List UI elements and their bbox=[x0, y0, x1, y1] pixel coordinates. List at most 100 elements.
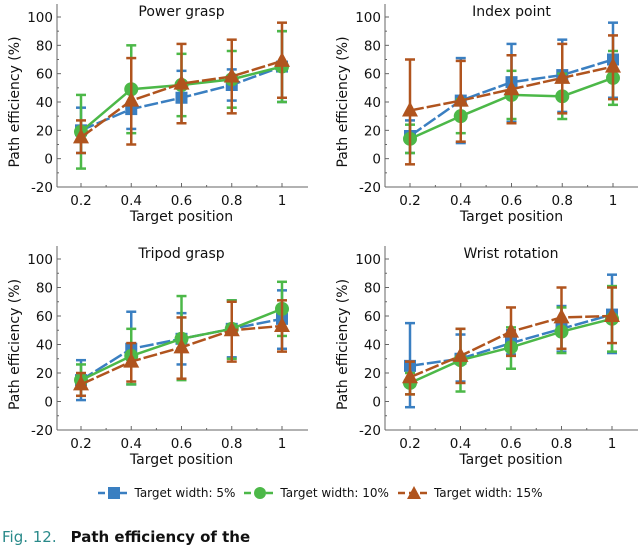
y-tick-label: 0 bbox=[44, 395, 53, 411]
data-point-triangle bbox=[554, 68, 571, 84]
legend-label: Target width: 10% bbox=[280, 486, 389, 500]
legend-item-5pct: Target width: 5% bbox=[97, 486, 235, 500]
y-tick-label: 100 bbox=[355, 252, 381, 268]
caption-text: Path efficiency of the bbox=[70, 528, 251, 546]
x-tick-label: 1 bbox=[608, 436, 617, 452]
data-point-triangle bbox=[452, 346, 469, 362]
data-point-triangle bbox=[274, 51, 290, 67]
y-tick-label: 80 bbox=[36, 281, 53, 297]
series-15pct bbox=[402, 34, 621, 166]
data-point-triangle bbox=[173, 74, 190, 90]
y-tick-label: 20 bbox=[364, 366, 381, 382]
x-tick-label: 0.2 bbox=[70, 193, 91, 209]
panel-tripod-grasp: Tripod grasp -20 0 20 40 60 80 100 0.2 0.4 0.6 0.8 1… bbox=[7, 246, 308, 468]
panel-power-grasp: Power grasp -20 0 20 40 60 80 100 0.2 0.4 0.6 0.8 1 T… bbox=[7, 4, 308, 225]
legend-item-10pct: Target width: 10% bbox=[243, 486, 389, 500]
y-tick-label: 100 bbox=[27, 252, 53, 268]
y-tick-label: 20 bbox=[36, 366, 53, 382]
y-tick-label: 60 bbox=[36, 67, 53, 83]
y-tick-label: 0 bbox=[372, 395, 381, 411]
data-point-triangle bbox=[605, 57, 621, 73]
data-point-triangle bbox=[223, 67, 240, 83]
data-point-triangle bbox=[73, 375, 89, 391]
x-tick-label: 1 bbox=[609, 193, 618, 209]
figure-caption: Fig. 12. Path efficiency of the bbox=[2, 528, 250, 546]
y-tick-label: 20 bbox=[36, 123, 53, 139]
data-point-triangle bbox=[604, 307, 620, 322]
panel-wrist-rotation: Wrist rotation -20 0 20 40 60 80 100 0.2 0.4 0.6 0.… bbox=[335, 246, 638, 468]
x-tick-label: 0.8 bbox=[552, 193, 573, 209]
y-axis-label: Path efficiency (%) bbox=[7, 36, 23, 167]
panel-title: Power grasp bbox=[138, 4, 224, 20]
data-point-triangle bbox=[73, 128, 89, 144]
y-axis-label: Path efficiency (%) bbox=[335, 36, 351, 167]
x-tick-label: 1 bbox=[278, 436, 287, 452]
circle-marker-icon bbox=[244, 487, 277, 499]
y-tick-label: 100 bbox=[27, 10, 53, 26]
x-tick-label: 1 bbox=[278, 193, 287, 209]
caption-figure-number: Fig. 12. bbox=[2, 528, 57, 546]
data-point-triangle bbox=[123, 352, 140, 368]
x-tick-label: 0.4 bbox=[450, 193, 471, 209]
panel-title: Wrist rotation bbox=[464, 246, 559, 262]
x-tick-label: 0.8 bbox=[551, 436, 572, 452]
y-tick-label: 20 bbox=[364, 123, 381, 139]
series-15pct bbox=[402, 286, 620, 396]
x-axis-label: Target position bbox=[129, 209, 233, 225]
legend-label: Target width: 15% bbox=[433, 486, 543, 500]
data-point-triangle bbox=[503, 80, 520, 96]
x-tick-label: 0.8 bbox=[221, 436, 242, 452]
y-tick-label: 40 bbox=[364, 95, 381, 111]
y-tick-label: -20 bbox=[31, 423, 53, 439]
series-15pct bbox=[73, 299, 290, 398]
legend-label: Target width: 5% bbox=[134, 486, 236, 500]
y-tick-label: 80 bbox=[364, 281, 381, 297]
x-tick-label: 0.2 bbox=[399, 193, 420, 209]
panel-title: Tripod grasp bbox=[137, 246, 224, 262]
data-point-triangle bbox=[402, 368, 418, 384]
square-marker-icon bbox=[98, 487, 131, 499]
y-tick-label: 100 bbox=[355, 10, 381, 26]
y-tick-label: -20 bbox=[31, 180, 53, 196]
x-tick-label: 0.4 bbox=[121, 436, 142, 452]
triangle-marker-icon bbox=[397, 486, 430, 499]
data-point-triangle bbox=[173, 338, 190, 354]
x-axis-label: Target position bbox=[129, 452, 233, 468]
x-tick-label: 0.4 bbox=[121, 193, 142, 209]
y-tick-label: 60 bbox=[364, 67, 381, 83]
x-tick-label: 0.2 bbox=[70, 436, 91, 452]
data-point-triangle bbox=[123, 91, 140, 107]
y-tick-label: 40 bbox=[36, 95, 53, 111]
y-tick-label: 60 bbox=[36, 309, 53, 325]
legend: Target width: 5% Target width: 10% Targe… bbox=[0, 486, 640, 500]
y-tick-label: 60 bbox=[364, 309, 381, 325]
x-tick-label: 0.4 bbox=[450, 436, 471, 452]
y-axis-label: Path efficiency (%) bbox=[335, 279, 351, 410]
x-tick-label: 0.6 bbox=[501, 193, 522, 209]
x-tick-label: 0.6 bbox=[171, 193, 192, 209]
y-tick-label: 40 bbox=[364, 338, 381, 354]
y-tick-label: 80 bbox=[36, 38, 53, 54]
data-point-triangle bbox=[452, 91, 469, 107]
x-axis-label: Target position bbox=[459, 209, 563, 225]
data-point-triangle bbox=[402, 101, 418, 117]
panel-index-point: Index point -20 0 20 40 60 80 100 0.2 0.4 0.6 0.8 1 T… bbox=[335, 4, 638, 225]
panel-title: Index point bbox=[472, 4, 551, 20]
data-point-triangle bbox=[503, 322, 519, 338]
y-tick-label: 0 bbox=[372, 152, 381, 168]
y-tick-label: -20 bbox=[359, 423, 381, 439]
y-axis-label: Path efficiency (%) bbox=[7, 279, 23, 410]
x-axis-label: Target position bbox=[458, 452, 562, 468]
y-tick-label: 80 bbox=[364, 38, 381, 54]
legend-item-15pct: Target width: 15% bbox=[397, 486, 543, 500]
y-tick-label: 40 bbox=[36, 338, 53, 354]
data-point-triangle bbox=[223, 321, 240, 337]
data-point-triangle bbox=[274, 316, 290, 332]
x-tick-label: 0.2 bbox=[399, 436, 420, 452]
x-tick-label: 0.6 bbox=[500, 436, 521, 452]
y-tick-label: 0 bbox=[44, 152, 53, 168]
x-tick-label: 0.8 bbox=[221, 193, 242, 209]
y-tick-label: -20 bbox=[359, 180, 381, 196]
data-point-triangle bbox=[553, 308, 570, 324]
